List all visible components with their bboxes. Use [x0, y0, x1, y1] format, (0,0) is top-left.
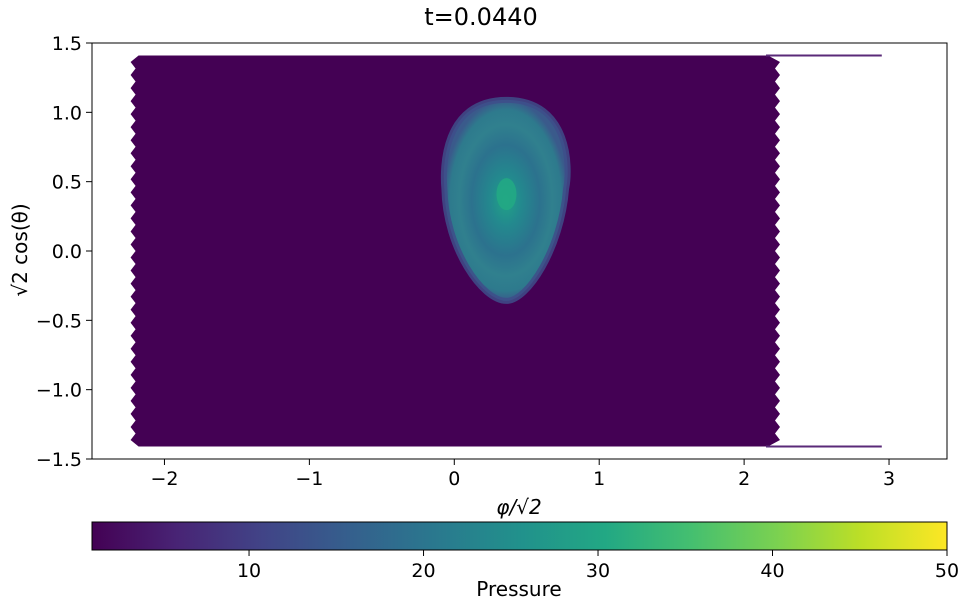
pressure-blob-rim [440, 96, 571, 304]
y-axis-ticks: 1.5 1.0 0.5 0.0 −0.5 −1.0 −1.5 [36, 33, 92, 471]
x-tick-label: 2 [738, 468, 750, 490]
colorbar-tick-label: 30 [586, 560, 610, 582]
y-tick-label: −0.5 [36, 310, 82, 332]
colorbar-tick-label: 10 [237, 560, 261, 582]
colorbar-label: Pressure [476, 577, 561, 601]
y-tick-label: 1.0 [52, 102, 82, 124]
x-tick-label: −2 [150, 468, 178, 490]
x-tick-label: 1 [593, 468, 605, 490]
colorbar-tick-label: 50 [935, 560, 959, 582]
colorbar-tick-label: 20 [411, 560, 435, 582]
plot-area [130, 54, 882, 448]
pressure-peak [496, 178, 517, 211]
chart-title: t=0.0440 [424, 3, 538, 31]
colorbar-ticks: 10 20 30 40 50 [237, 550, 959, 582]
colorbar-tick-label: 40 [760, 560, 784, 582]
x-axis-label: φ/√2 [496, 495, 541, 519]
x-tick-label: −1 [295, 468, 323, 490]
y-tick-label: −1.0 [36, 380, 82, 402]
y-axis-label: √2 cos(θ) [8, 203, 32, 296]
x-axis-ticks: −2 −1 0 1 2 3 [150, 459, 895, 490]
x-tick-label: 0 [448, 468, 460, 490]
y-tick-label: 1.5 [52, 33, 82, 55]
colorbar [91, 521, 948, 551]
y-tick-label: 0.5 [52, 172, 82, 194]
x-tick-label: 3 [883, 468, 895, 490]
y-tick-label: −1.5 [36, 449, 82, 471]
y-tick-label: 0.0 [52, 241, 82, 263]
